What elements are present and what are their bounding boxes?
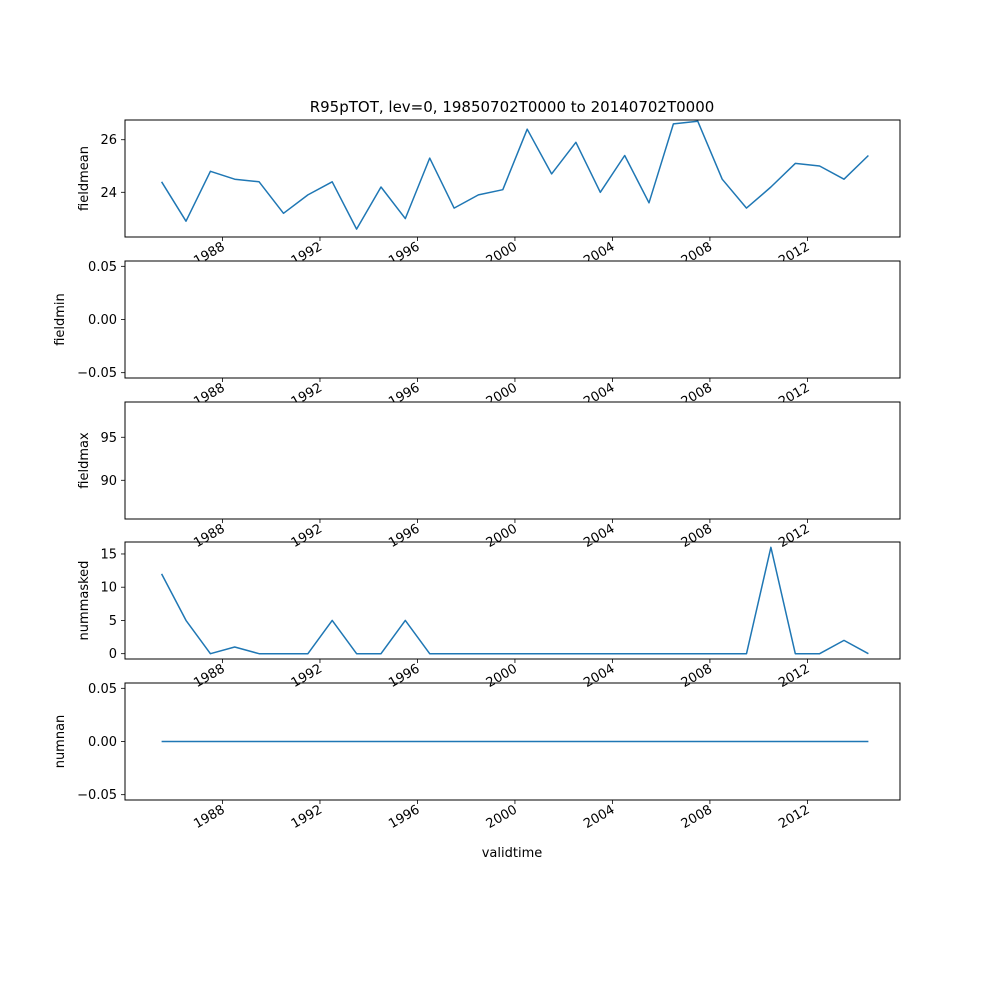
x-tick-label: 1988 bbox=[191, 802, 227, 832]
y-tick-label: 5 bbox=[109, 614, 117, 629]
panel-background bbox=[125, 542, 900, 659]
y-tick-label: −0.05 bbox=[77, 788, 117, 803]
panel-background bbox=[125, 402, 900, 519]
axes-frame-fieldmean bbox=[124, 119, 901, 238]
x-tick-label: 2012 bbox=[776, 802, 812, 832]
series-line-nummasked bbox=[160, 546, 869, 655]
x-tick-label: 1992 bbox=[289, 802, 325, 832]
y-tick-label: 0.00 bbox=[88, 735, 117, 750]
y-axis-label: nummasked bbox=[77, 561, 92, 641]
y-tick-label: 0.05 bbox=[88, 682, 117, 697]
y-tick-label: 0 bbox=[109, 647, 117, 662]
subplot-stack: 24 26 fieldmean 1988 1992 1996 2000 2004 2008 201… bbox=[53, 119, 901, 832]
series-line-fieldmean bbox=[160, 120, 869, 230]
y-tick-label: 24 bbox=[100, 186, 117, 201]
x-tick-label: 2008 bbox=[679, 802, 715, 832]
y-axis-label: fieldmean bbox=[77, 146, 92, 211]
x-tick-label: 2004 bbox=[581, 802, 617, 832]
axes-frame-nummasked bbox=[124, 541, 901, 660]
y-tick-label: 90 bbox=[100, 474, 117, 489]
y-tick-label: −0.05 bbox=[77, 366, 117, 381]
y-tick-label: 0.00 bbox=[88, 313, 117, 328]
x-axis-label: validtime bbox=[482, 846, 543, 861]
y-tick-label: 95 bbox=[100, 431, 117, 446]
y-axis-label: numnan bbox=[53, 715, 68, 769]
y-tick-label: 0.05 bbox=[88, 260, 117, 275]
panel-background bbox=[125, 261, 900, 378]
y-tick-label: 15 bbox=[100, 547, 117, 562]
axes-frame-fieldmax bbox=[124, 401, 901, 520]
y-tick-label: 10 bbox=[100, 581, 117, 596]
y-axis-label: fieldmin bbox=[53, 293, 68, 346]
y-tick-label: 26 bbox=[100, 133, 117, 148]
x-tick-label: 1996 bbox=[386, 802, 422, 832]
y-axis-label: fieldmax bbox=[77, 432, 92, 489]
chart-title: R95pTOT, lev=0, 19850702T0000 to 2014070… bbox=[310, 98, 715, 116]
x-tick-label: 2000 bbox=[484, 802, 520, 832]
